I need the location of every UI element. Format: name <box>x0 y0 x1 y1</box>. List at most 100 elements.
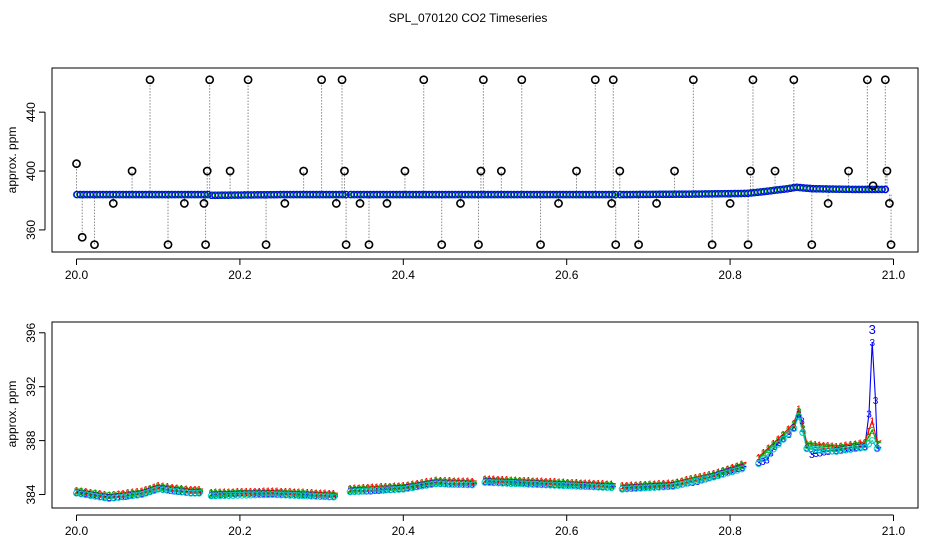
series-point <box>234 491 242 499</box>
series-point <box>368 487 376 495</box>
series-point: 2 <box>609 481 615 492</box>
series-point: 1 <box>821 441 827 452</box>
series-point: 3 <box>396 484 402 495</box>
outlier-point <box>199 199 209 208</box>
series-point: 3 <box>405 483 411 494</box>
series-point <box>683 479 691 487</box>
x-tick-label: 20.2 <box>228 524 252 538</box>
series-point <box>129 492 137 500</box>
series-point: 3 <box>151 485 157 496</box>
series-point <box>73 489 81 497</box>
series-point: 3 <box>711 472 717 483</box>
series-point <box>216 492 224 500</box>
series-point: 3 <box>719 469 725 480</box>
series-point: 2 <box>720 467 726 478</box>
series-point <box>359 487 367 495</box>
series-point: 3 <box>487 477 493 488</box>
series-point <box>382 486 390 494</box>
series-point: 2 <box>684 477 690 488</box>
series-point: 1 <box>808 440 814 451</box>
series-point <box>273 491 281 499</box>
series-point: 3 <box>270 489 276 500</box>
series-line <box>76 488 204 500</box>
series-point: 2 <box>326 490 332 501</box>
series-point: 3 <box>510 478 516 489</box>
outlier-point <box>179 199 189 208</box>
outlier-point <box>743 240 753 250</box>
bottom-panel-axes: 20.0 20.2 20.4 20.6 20.8 21.0 384 388 392 396 <box>24 322 905 538</box>
series-point: 2 <box>106 491 112 502</box>
series-point: 3 <box>580 481 586 492</box>
series-point: 2 <box>556 479 562 490</box>
series-point: 2 <box>433 477 439 488</box>
series-point <box>627 485 635 493</box>
series-point <box>599 483 607 491</box>
series-point: 2 <box>734 463 740 474</box>
series-point: 1 <box>88 488 94 499</box>
series-point <box>96 493 104 501</box>
series-point: 2 <box>761 450 767 461</box>
outlier-point <box>364 240 374 250</box>
series-point: 3 <box>670 481 676 492</box>
series-line <box>622 461 747 486</box>
series-point: 2 <box>500 476 506 487</box>
series-point: 2 <box>396 483 402 494</box>
series-point: 3 <box>139 489 145 500</box>
series-point: 2 <box>383 483 389 494</box>
series-point: 2 <box>424 479 430 490</box>
series-point: 2 <box>756 454 762 465</box>
series-point: 3 <box>188 488 194 499</box>
series-point: 3 <box>873 396 879 407</box>
series-point: 1 <box>857 439 863 450</box>
outlier-point <box>536 240 545 250</box>
series-point: 3 <box>312 491 318 502</box>
series-point <box>594 483 602 491</box>
series-point: 2 <box>711 470 717 481</box>
series-point: 3 <box>576 481 582 492</box>
series-point: 2 <box>693 474 699 485</box>
top-panel-axes: 20.0 20.2 20.4 20.6 20.8 21.0 360 400 440 <box>24 102 905 282</box>
series-point: 3 <box>429 479 435 490</box>
outlier-point <box>886 240 896 250</box>
series-point <box>395 485 403 493</box>
series-point: 2 <box>78 487 84 498</box>
series-point: 2 <box>235 489 241 500</box>
series-point <box>828 447 836 455</box>
series-point <box>225 491 233 499</box>
series-point: 1 <box>776 434 782 445</box>
series-point: 3 <box>799 416 805 427</box>
series-point: 3 <box>347 486 353 497</box>
series-point: 3 <box>445 479 451 490</box>
series-line <box>622 467 747 490</box>
outlier-point <box>478 75 488 85</box>
series-point: 1 <box>766 444 772 455</box>
series-point <box>441 480 449 488</box>
series-point: 3 <box>322 492 328 503</box>
x-tick-label: 20.8 <box>718 524 742 538</box>
series-point: 3 <box>834 446 840 457</box>
series-point: 2 <box>217 489 223 500</box>
series-point: 3 <box>115 493 121 504</box>
series-point: 2 <box>482 476 488 487</box>
series-point: 2 <box>866 433 872 444</box>
series-point: 2 <box>322 490 328 501</box>
series-point <box>710 473 718 481</box>
outlier-point <box>127 166 137 176</box>
series-point: 2 <box>174 484 180 495</box>
series-point <box>851 445 859 453</box>
series-point <box>559 482 567 490</box>
series-point <box>119 493 127 501</box>
series-point <box>714 472 722 480</box>
y-tick-label: 396 <box>24 322 38 342</box>
series-point <box>623 485 631 493</box>
series-point: 2 <box>702 472 708 483</box>
series-point: 3 <box>160 484 166 495</box>
series-point: 2 <box>239 489 245 500</box>
series-point: 3 <box>147 486 153 497</box>
series-point <box>485 479 493 487</box>
series-point: 2 <box>652 481 658 492</box>
series-point: 2 <box>226 489 232 500</box>
series-point: 2 <box>633 482 639 493</box>
series-point: 1 <box>874 438 880 449</box>
